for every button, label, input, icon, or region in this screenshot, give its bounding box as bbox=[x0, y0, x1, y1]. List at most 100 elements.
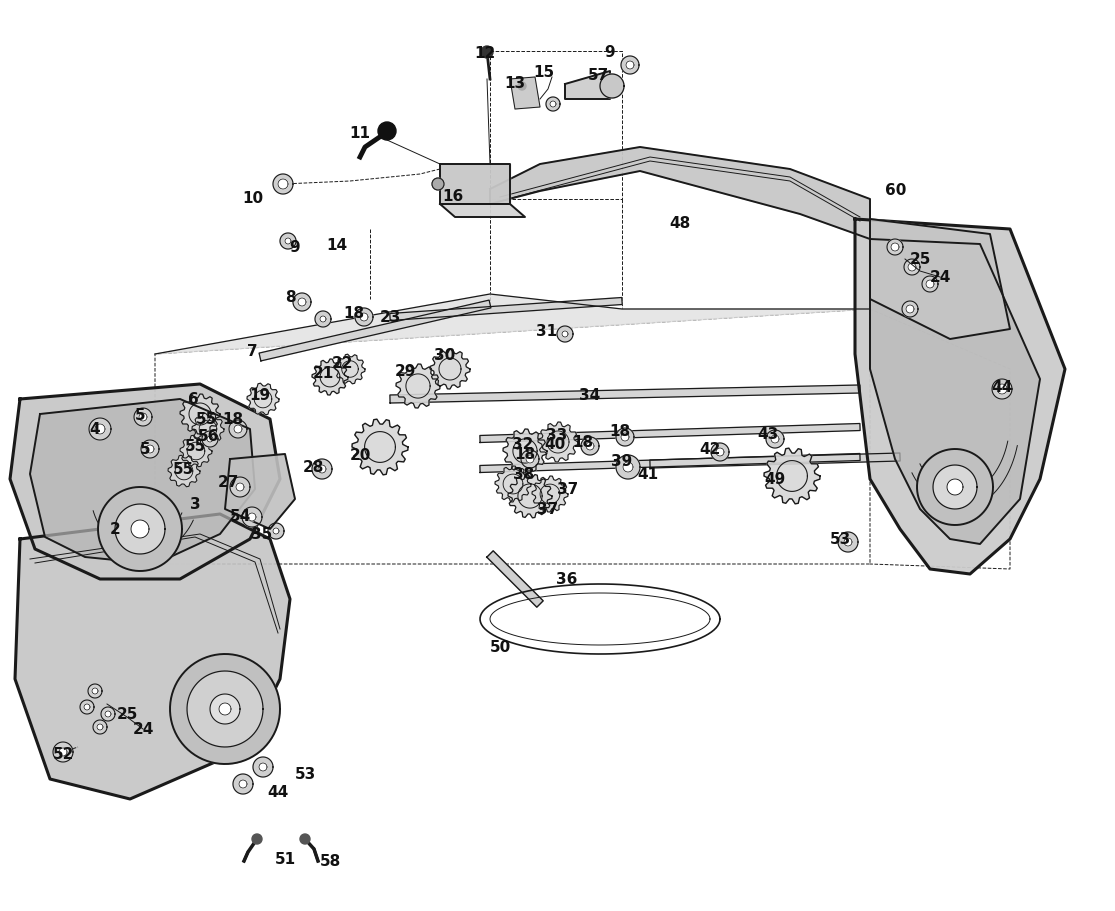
Polygon shape bbox=[187, 671, 263, 747]
Polygon shape bbox=[239, 780, 248, 788]
Polygon shape bbox=[89, 418, 112, 441]
Polygon shape bbox=[130, 520, 149, 538]
Polygon shape bbox=[312, 360, 348, 395]
Text: 44: 44 bbox=[991, 380, 1012, 395]
Polygon shape bbox=[600, 75, 624, 99]
Text: 5: 5 bbox=[135, 407, 145, 422]
Polygon shape bbox=[233, 774, 253, 794]
Circle shape bbox=[432, 179, 444, 190]
Polygon shape bbox=[844, 538, 852, 547]
Polygon shape bbox=[98, 487, 182, 571]
Text: 36: 36 bbox=[556, 572, 578, 587]
Text: 3: 3 bbox=[190, 497, 201, 512]
Polygon shape bbox=[207, 436, 213, 443]
Polygon shape bbox=[495, 466, 531, 503]
Text: 60: 60 bbox=[885, 182, 906, 198]
Polygon shape bbox=[248, 514, 256, 521]
Text: 23: 23 bbox=[379, 310, 400, 325]
Text: 9: 9 bbox=[290, 241, 300, 255]
Text: 50: 50 bbox=[489, 640, 511, 655]
Polygon shape bbox=[562, 332, 568, 338]
Circle shape bbox=[481, 47, 493, 59]
Circle shape bbox=[300, 834, 310, 844]
Polygon shape bbox=[192, 414, 224, 445]
Polygon shape bbox=[316, 312, 331, 328]
Polygon shape bbox=[770, 435, 779, 444]
Circle shape bbox=[252, 834, 262, 844]
Polygon shape bbox=[870, 240, 1040, 545]
Polygon shape bbox=[510, 78, 540, 110]
Text: 18: 18 bbox=[514, 447, 535, 462]
Text: 55: 55 bbox=[173, 462, 194, 477]
Polygon shape bbox=[236, 484, 244, 491]
Polygon shape bbox=[180, 394, 220, 435]
Polygon shape bbox=[273, 528, 279, 535]
Text: 11: 11 bbox=[349, 126, 370, 140]
Polygon shape bbox=[888, 240, 903, 256]
Polygon shape bbox=[521, 451, 539, 468]
Polygon shape bbox=[115, 505, 165, 555]
Text: 48: 48 bbox=[669, 216, 690, 231]
Text: 15: 15 bbox=[533, 65, 554, 79]
Text: 44: 44 bbox=[268, 784, 289, 800]
Polygon shape bbox=[623, 463, 633, 473]
Text: 41: 41 bbox=[638, 467, 659, 482]
Polygon shape bbox=[285, 239, 291, 245]
Polygon shape bbox=[59, 748, 67, 756]
Polygon shape bbox=[234, 425, 242, 434]
Polygon shape bbox=[10, 384, 280, 579]
Text: 57: 57 bbox=[588, 67, 609, 82]
Polygon shape bbox=[933, 466, 977, 509]
Polygon shape bbox=[546, 97, 560, 112]
Text: 34: 34 bbox=[580, 387, 601, 402]
Polygon shape bbox=[565, 72, 610, 100]
Text: 9: 9 bbox=[604, 45, 615, 59]
Text: 10: 10 bbox=[242, 190, 263, 205]
Text: 24: 24 bbox=[133, 722, 154, 737]
Polygon shape bbox=[904, 260, 920, 276]
Polygon shape bbox=[917, 449, 993, 526]
Polygon shape bbox=[626, 62, 634, 70]
Text: 28: 28 bbox=[302, 460, 323, 475]
Text: 12: 12 bbox=[474, 46, 496, 60]
Polygon shape bbox=[479, 424, 860, 443]
Polygon shape bbox=[84, 704, 90, 711]
Polygon shape bbox=[280, 234, 295, 250]
Text: 6: 6 bbox=[187, 392, 198, 407]
Polygon shape bbox=[360, 313, 368, 322]
Text: 25: 25 bbox=[116, 707, 137, 722]
Text: 24: 24 bbox=[929, 271, 951, 285]
Text: 39: 39 bbox=[611, 454, 632, 469]
Polygon shape bbox=[766, 431, 784, 448]
Text: 13: 13 bbox=[504, 76, 525, 90]
Text: 4: 4 bbox=[89, 422, 100, 437]
Text: 58: 58 bbox=[319, 854, 340, 868]
Text: 53: 53 bbox=[830, 532, 851, 547]
Polygon shape bbox=[202, 432, 219, 447]
Text: 29: 29 bbox=[395, 364, 416, 379]
Polygon shape bbox=[293, 293, 311, 312]
Polygon shape bbox=[615, 456, 640, 479]
Polygon shape bbox=[925, 281, 934, 289]
Polygon shape bbox=[168, 456, 200, 487]
Polygon shape bbox=[902, 302, 918, 318]
Polygon shape bbox=[581, 437, 599, 456]
Text: 33: 33 bbox=[546, 428, 568, 443]
Polygon shape bbox=[318, 466, 326, 474]
Polygon shape bbox=[278, 179, 288, 189]
Polygon shape bbox=[312, 459, 332, 479]
Polygon shape bbox=[621, 57, 639, 75]
Polygon shape bbox=[146, 445, 154, 454]
Polygon shape bbox=[298, 299, 306, 307]
Polygon shape bbox=[352, 420, 408, 476]
Text: 5: 5 bbox=[139, 442, 151, 457]
Polygon shape bbox=[219, 703, 231, 715]
Text: 35: 35 bbox=[251, 527, 273, 542]
Text: 2: 2 bbox=[109, 522, 120, 537]
Text: 19: 19 bbox=[250, 388, 271, 403]
Polygon shape bbox=[80, 701, 94, 714]
Text: 51: 51 bbox=[274, 852, 295, 866]
Polygon shape bbox=[440, 165, 510, 205]
Text: 40: 40 bbox=[544, 437, 565, 452]
Polygon shape bbox=[508, 475, 552, 518]
